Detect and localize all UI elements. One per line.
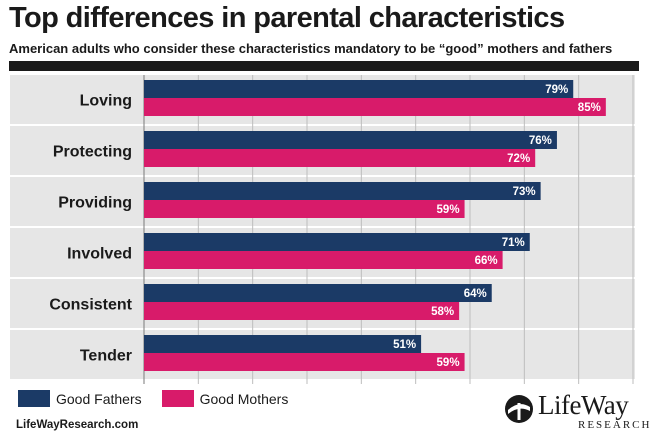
logo-subtitle: RESEARCH [578,419,650,431]
chart-title: Top differences in parental characterist… [9,2,565,34]
bar-chart: Loving 79% 85% Protecting 76% 72% Providing 73%… [10,75,635,384]
legend-swatch-mothers [161,390,194,407]
bar-fathers [144,131,557,149]
data-label-mothers: 59% [437,357,460,369]
title-rule [9,61,639,71]
bar-fathers [144,233,530,251]
data-label-mothers: 58% [431,306,454,318]
category-label: Tender [80,348,132,365]
data-label-mothers: 59% [437,204,460,216]
legend-label-mothers: Good Mothers [199,390,289,407]
legend-label-fathers: Good Fathers [56,390,142,407]
legend: Good Fathers Good Mothers [18,390,308,407]
data-label-mothers: 66% [475,255,498,267]
category-label: Providing [58,195,132,212]
legend-item-fathers: Good Fathers [18,390,142,407]
logo-name: LifeWay [538,390,629,420]
bar-fathers [144,182,541,200]
data-label-fathers: 76% [529,135,552,147]
bar-fathers [144,80,574,98]
lifeway-mark-icon [505,395,533,423]
bar-mothers [144,149,536,167]
bar-mothers [144,98,606,116]
category-label: Involved [67,246,132,263]
bar-mothers [144,302,460,320]
category-label: Loving [80,93,132,110]
data-label-fathers: 79% [545,84,568,96]
bar-mothers [144,251,503,269]
data-label-fathers: 51% [393,339,416,351]
legend-swatch-fathers [18,390,50,407]
source-url: LifeWayResearch.com [16,419,139,431]
data-label-fathers: 71% [502,237,525,249]
data-label-mothers: 85% [578,102,601,114]
bar-fathers [144,335,422,353]
data-label-fathers: 64% [464,288,487,300]
chart-subtitle: American adults who consider these chara… [9,41,613,56]
category-label: Protecting [53,144,132,161]
lifeway-logo: LifeWay RESEARCH [504,390,649,434]
bar-mothers [144,353,465,371]
legend-item-mothers: Good Mothers [161,390,289,407]
category-label: Consistent [49,297,132,314]
bar-mothers [144,200,465,218]
data-label-mothers: 72% [507,153,530,165]
bar-fathers [144,284,492,302]
data-label-fathers: 73% [513,186,536,198]
